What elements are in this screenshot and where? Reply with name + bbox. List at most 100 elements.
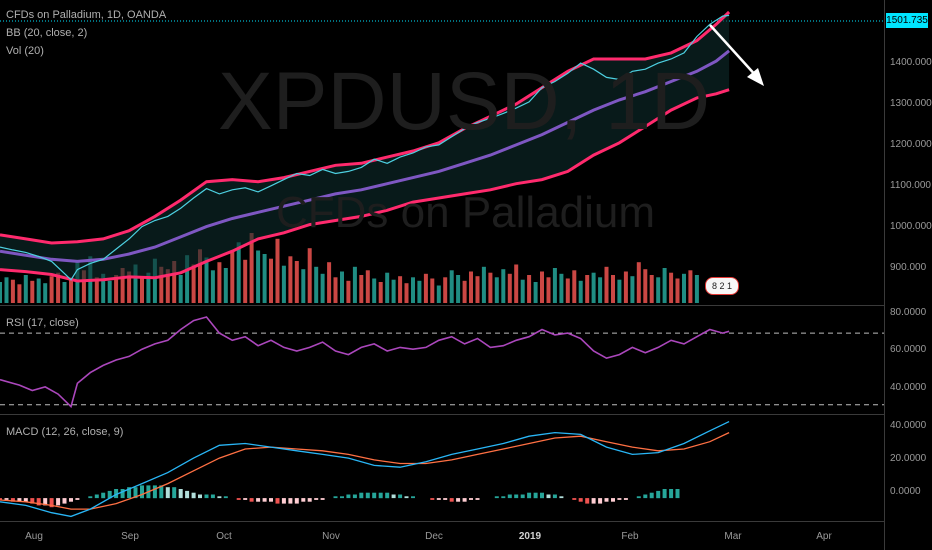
macd-histogram-bar	[585, 498, 590, 504]
volume-bar	[423, 273, 428, 303]
macd-histogram-bar	[69, 498, 73, 502]
volume-bar	[694, 275, 699, 303]
volume-bar	[340, 271, 344, 303]
forecast-arrow[interactable]	[709, 24, 764, 86]
macd-histogram-bar	[552, 494, 557, 499]
legend-volume[interactable]: Vol (20)	[6, 45, 44, 57]
volume-bar	[159, 266, 164, 303]
volume-bar	[378, 282, 383, 303]
volume-bar	[114, 275, 119, 303]
bollinger-fill	[0, 12, 730, 281]
volume-bar	[662, 268, 667, 303]
macd-histogram-bar	[191, 492, 196, 499]
volume-bar	[140, 278, 144, 303]
volume-bar	[598, 277, 603, 303]
events-badge[interactable]: 8 2 1	[705, 277, 739, 295]
macd-histogram-bar	[507, 494, 512, 499]
volume-bar	[391, 279, 396, 303]
price-tick: 1400.000	[890, 57, 932, 68]
time-tick: Feb	[621, 531, 639, 542]
volume-bar	[223, 268, 228, 303]
macd-histogram-bar	[430, 498, 435, 500]
macd-histogram-bar	[501, 496, 506, 499]
volume-bar	[43, 283, 48, 303]
volume-bar	[398, 276, 403, 303]
macd-histogram-bar	[133, 487, 138, 499]
macd-histogram-bar	[120, 489, 125, 499]
macd-histogram-bar	[269, 498, 273, 502]
macd-histogram-bar	[365, 492, 370, 499]
volume-bar	[617, 279, 622, 303]
volume-bar	[611, 275, 615, 303]
volume-bar	[682, 273, 686, 303]
macd-histogram-bar	[165, 487, 170, 499]
macd-histogram-bar	[281, 498, 286, 504]
macd-histogram-bar	[411, 496, 415, 499]
volume-bar	[520, 279, 525, 303]
volume-bar	[546, 277, 551, 303]
macd-histogram-bar	[10, 498, 15, 502]
legend-bollinger[interactable]: BB (20, close, 2)	[6, 27, 88, 39]
macd-histogram-bar	[385, 492, 390, 499]
macd-histogram-bar	[320, 498, 325, 500]
volume-bar	[643, 269, 648, 303]
price-tick: 1300.000	[890, 98, 932, 109]
macd-histogram-bar	[62, 498, 67, 504]
volume-bar	[623, 271, 628, 303]
volume-bar	[10, 279, 15, 303]
macd-histogram-bar	[533, 492, 538, 499]
macd-histogram-bar	[101, 492, 106, 499]
volume-bar	[107, 280, 112, 303]
macd-histogram-bar	[559, 496, 564, 499]
macd-histogram-bar	[611, 498, 615, 502]
volume-bar	[585, 275, 590, 303]
volume-bar	[443, 277, 448, 303]
volume-bar	[249, 233, 254, 303]
macd-histogram-bar	[662, 489, 667, 499]
legend-symbol[interactable]: CFDs on Palladium, 1D, OANDA	[6, 9, 167, 21]
volume-bar	[281, 265, 286, 303]
volume-bar	[675, 278, 680, 303]
macd-histogram-bar	[204, 494, 209, 499]
macd-histogram-bar	[23, 498, 28, 502]
price-tick: 1200.000	[890, 139, 932, 150]
macd-histogram-bar	[656, 490, 661, 499]
macd-histogram-bar	[178, 489, 183, 499]
macd-histogram-bar	[462, 498, 467, 502]
price-line	[0, 14, 730, 281]
macd-histogram-bar	[288, 498, 293, 504]
volume-bar	[178, 275, 183, 303]
legend-rsi[interactable]: RSI (17, close)	[6, 317, 79, 329]
macd-histogram-bar	[514, 494, 519, 499]
volume-bar	[327, 262, 332, 303]
volume-bar	[217, 262, 222, 303]
price-tick: 900.000	[890, 262, 927, 273]
volume-bar	[462, 280, 467, 303]
macd-histogram-bar	[17, 498, 22, 502]
volume-bar	[23, 275, 28, 303]
volume-bar	[62, 282, 67, 303]
legend-macd[interactable]: MACD (12, 26, close, 9)	[6, 426, 124, 438]
volume-bar	[301, 269, 306, 303]
volume-bar	[436, 285, 441, 303]
price-pane	[0, 10, 731, 303]
volume-bar	[411, 277, 415, 303]
volume-bar	[372, 278, 377, 303]
macd-histogram-bar	[520, 494, 525, 499]
macd-histogram-bar	[30, 498, 35, 504]
macd-histogram-bar	[210, 494, 215, 499]
volume-bar	[494, 277, 499, 303]
macd-tick: 0.0000	[890, 486, 921, 497]
volume-bar	[578, 280, 583, 303]
macd-histogram-bar	[404, 496, 409, 499]
macd-histogram-bar	[623, 498, 628, 500]
macd-histogram-bar	[449, 498, 454, 502]
macd-histogram-bar	[152, 485, 157, 499]
volume-bar	[204, 257, 209, 303]
volume-bar	[604, 266, 609, 303]
volume-bar	[333, 277, 338, 303]
macd-histogram-bar	[307, 498, 312, 502]
volume-bar	[81, 270, 86, 303]
volume-bar	[236, 242, 241, 303]
